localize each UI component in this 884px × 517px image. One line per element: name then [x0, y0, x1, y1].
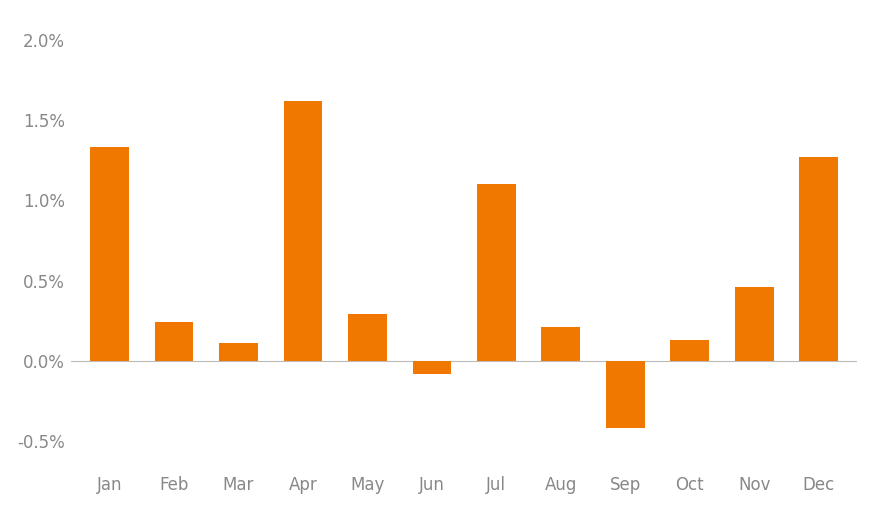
Bar: [155, 322, 194, 361]
Bar: [413, 361, 451, 374]
Bar: [670, 340, 709, 361]
Bar: [542, 327, 580, 361]
Bar: [606, 361, 644, 429]
Bar: [735, 287, 774, 361]
Bar: [799, 157, 838, 361]
Bar: [477, 184, 515, 361]
Bar: [284, 101, 323, 361]
Bar: [219, 343, 258, 361]
Bar: [90, 147, 129, 361]
Bar: [348, 314, 386, 361]
